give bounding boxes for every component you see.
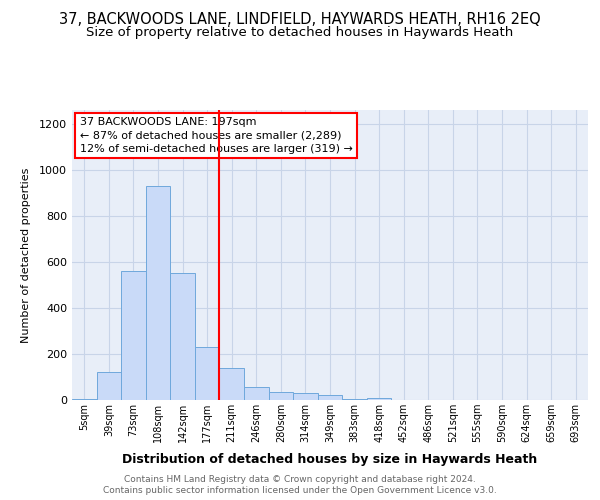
Bar bbox=[195, 347, 220, 400]
Bar bbox=[146, 186, 170, 400]
Bar bbox=[97, 372, 121, 400]
X-axis label: Distribution of detached houses by size in Haywards Heath: Distribution of detached houses by size … bbox=[122, 454, 538, 466]
Text: 37, BACKWOODS LANE, LINDFIELD, HAYWARDS HEATH, RH16 2EQ: 37, BACKWOODS LANE, LINDFIELD, HAYWARDS … bbox=[59, 12, 541, 28]
Bar bbox=[220, 368, 244, 400]
Text: 37 BACKWOODS LANE: 197sqm
← 87% of detached houses are smaller (2,289)
12% of se: 37 BACKWOODS LANE: 197sqm ← 87% of detac… bbox=[80, 117, 353, 154]
Bar bbox=[244, 388, 269, 400]
Bar bbox=[269, 392, 293, 400]
Bar bbox=[367, 398, 391, 400]
Text: Contains public sector information licensed under the Open Government Licence v3: Contains public sector information licen… bbox=[103, 486, 497, 495]
Y-axis label: Number of detached properties: Number of detached properties bbox=[20, 168, 31, 342]
Bar bbox=[318, 396, 342, 400]
Bar bbox=[293, 393, 318, 400]
Bar bbox=[72, 399, 97, 400]
Bar bbox=[170, 274, 195, 400]
Text: Contains HM Land Registry data © Crown copyright and database right 2024.: Contains HM Land Registry data © Crown c… bbox=[124, 475, 476, 484]
Bar bbox=[342, 399, 367, 400]
Bar bbox=[121, 271, 146, 400]
Text: Size of property relative to detached houses in Haywards Heath: Size of property relative to detached ho… bbox=[86, 26, 514, 39]
